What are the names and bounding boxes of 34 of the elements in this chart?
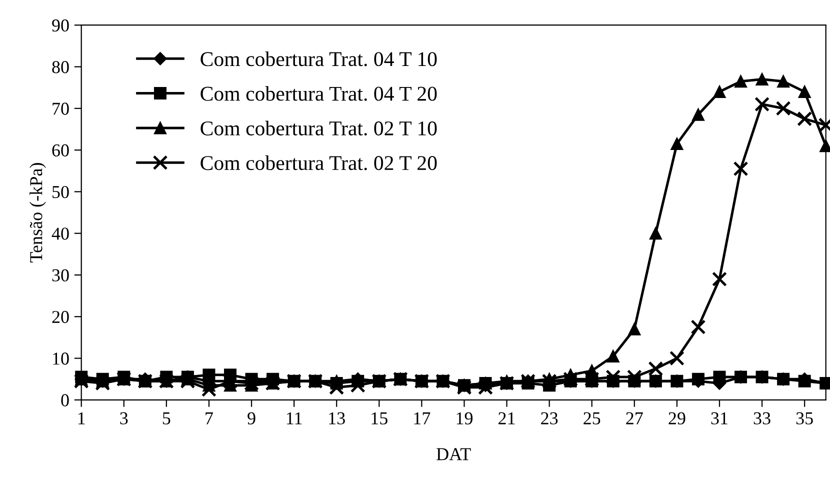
legend-label: Com cobertura Trat. 02 T 20 [200,155,437,170]
y-tick-label: 70 [52,102,69,115]
x-tick-label: 17 [414,412,430,424]
x-tick-label: 33 [754,412,770,424]
legend-label: Com cobertura Trat. 02 T 10 [200,120,437,136]
y-axis-title: Tensão (-kPa) [30,163,46,262]
x-tick-label: 9 [248,412,256,424]
x-tick-label: 35 [796,412,813,424]
x-tick-label: 23 [541,412,558,424]
x-tick-label: 19 [456,412,473,424]
x-tick-label: 21 [498,412,515,424]
y-tick-label: 20 [52,310,69,324]
x-tick-label: 5 [162,412,170,424]
x-tick-label: 13 [329,412,345,424]
x-tick-label: 27 [626,412,643,424]
y-tick-label: 60 [52,144,69,156]
x-tick-label: 7 [206,412,213,424]
x-tick-label: 25 [584,412,600,424]
y-tick-label: 0 [61,394,69,406]
x-tick-label: 11 [286,412,302,424]
y-tick-label: 80 [52,61,69,74]
x-axis-title: DAT [436,448,471,460]
x-tick-label: 29 [668,412,686,424]
legend-label: Com cobertura Trat. 04 T 20 [200,86,437,101]
x-tick-label: 31 [711,412,728,424]
y-tick-label: 50 [52,186,69,198]
y-tick-label: 90 [52,19,69,32]
x-tick-label: 3 [120,412,128,424]
x-tick-label: 15 [372,412,388,424]
y-tick-label: 40 [52,228,69,240]
x-tick-label: 1 [78,412,85,424]
legend-label: Com cobertura Trat. 04 T 10 [200,51,437,66]
y-tick-label: 10 [53,352,69,365]
y-tick-label: 30 [52,269,69,282]
